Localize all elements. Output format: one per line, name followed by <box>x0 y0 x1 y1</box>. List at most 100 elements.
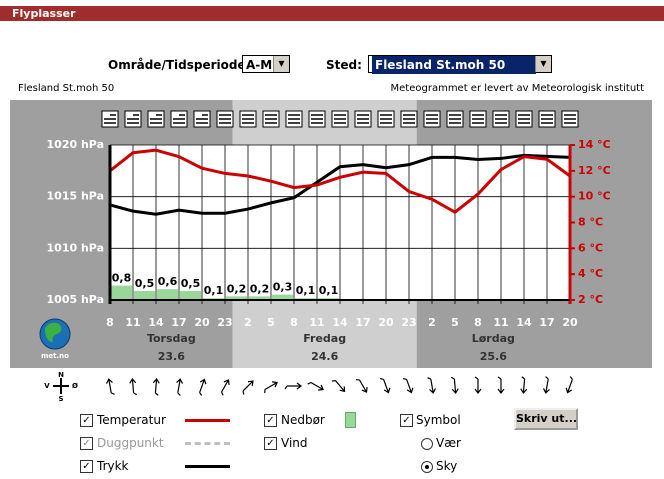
x-tick-label: 14 <box>148 316 164 329</box>
x-tick-label: 20 <box>562 316 578 329</box>
series-line <box>109 148 571 214</box>
compass-s: S <box>58 395 63 403</box>
y2-tick-label: 6 °C <box>578 241 603 254</box>
y2-tick-label: 12 °C <box>578 164 611 177</box>
legend-label: Nedbør <box>281 413 325 427</box>
arrow-shape <box>355 379 368 393</box>
legend-label: Trykk <box>97 459 129 473</box>
checkbox[interactable]: ✓ <box>264 414 277 427</box>
weather-symbol <box>515 110 533 128</box>
area-value: A-M <box>246 58 273 72</box>
x-tick-label: 14 <box>332 316 348 329</box>
checkbox[interactable]: ✓ <box>80 414 93 427</box>
arrow-shape <box>105 378 115 395</box>
compass-e: Ø <box>72 382 78 390</box>
symbol-label: Symbol <box>416 413 461 427</box>
checkbox[interactable]: ✓ <box>264 437 277 450</box>
weather-symbol <box>124 110 142 128</box>
y2-tick-label: 14 °C <box>578 138 611 151</box>
precip-label: 0,1 <box>296 284 316 297</box>
weather-symbol <box>308 110 326 128</box>
weather-symbol <box>469 110 487 128</box>
wind-arrow <box>520 376 528 394</box>
legend-line <box>185 442 230 445</box>
y2-tick-label: 8 °C <box>578 216 603 229</box>
wind-arrow <box>105 378 115 395</box>
precip-bar <box>111 285 132 300</box>
precip-bar <box>134 291 155 300</box>
checkbox[interactable]: ✓ <box>80 437 93 450</box>
dropdown-button: ▼ <box>273 56 289 72</box>
y2-tick-label: 4 °C <box>578 267 603 280</box>
y2-tick-label: 2 °C <box>578 293 603 306</box>
wind-arrow <box>474 376 482 394</box>
print-button[interactable]: Skriv ut... <box>514 408 578 430</box>
x-tick-label: 8 <box>290 316 298 329</box>
x-tick-label: 17 <box>171 316 186 329</box>
weather-symbol <box>262 110 280 128</box>
y-tick-label: 1005 hPa <box>47 293 104 306</box>
precip-bar <box>272 294 293 300</box>
area-select[interactable]: A-M ▼ <box>242 55 290 73</box>
x-tick-label: 11 <box>309 316 324 329</box>
weather-symbol <box>216 110 234 128</box>
wind-arrow <box>355 379 368 393</box>
day-date: 25.6 <box>480 350 507 363</box>
logo-land <box>45 322 62 342</box>
arrow-shape <box>152 378 160 396</box>
precip-bar <box>249 296 270 300</box>
legend-line <box>185 419 230 422</box>
legend-line <box>185 465 230 468</box>
weather-symbol <box>101 110 119 128</box>
arrow-shape <box>474 376 482 394</box>
arrow-shape <box>199 378 207 396</box>
precip-label: 0,3 <box>273 281 293 294</box>
arrow-shape <box>284 382 302 390</box>
place-value: Flesland St.moh 50 <box>372 56 536 74</box>
day-date: 23.6 <box>158 350 185 363</box>
weather-symbol <box>446 110 464 128</box>
wind-arrow <box>565 376 573 394</box>
legend-swatch <box>345 412 356 428</box>
arrow-shape <box>331 380 346 393</box>
x-tick-label: 17 <box>539 316 554 329</box>
wind-arrow <box>497 376 505 394</box>
precip-label: 0,5 <box>135 277 155 290</box>
wind-label: Vind <box>281 436 308 450</box>
wind-arrow <box>129 378 138 396</box>
weather-symbol <box>170 110 188 128</box>
legend-label: Temperatur <box>97 413 166 427</box>
day-name: Torsdag <box>147 332 196 345</box>
compass-w: V <box>44 382 50 390</box>
day-date: 24.6 <box>311 350 338 363</box>
checkbox[interactable]: ✓ <box>80 460 93 473</box>
day-name: Lørdag <box>472 332 515 345</box>
wind-arrow <box>264 381 278 394</box>
wind-arrow <box>220 379 230 396</box>
weather-symbol <box>377 110 395 128</box>
checkbox[interactable]: ✓ <box>400 414 413 427</box>
precip-label: 0,2 <box>250 282 270 295</box>
radio[interactable] <box>421 438 433 450</box>
weather-symbol <box>331 110 349 128</box>
day-name: Fredag <box>303 332 346 345</box>
legend-label: Duggpunkt <box>97 436 164 450</box>
weather-symbol <box>561 110 579 128</box>
weather-symbol <box>239 110 257 128</box>
arrow-shape <box>264 381 278 394</box>
precip-label: 0,8 <box>112 272 132 285</box>
weather-symbol <box>193 110 211 128</box>
sky-label: Sky <box>436 459 458 473</box>
logo-text: met.no <box>41 352 69 360</box>
radio[interactable] <box>421 461 433 473</box>
x-tick-label: 8 <box>474 316 482 329</box>
x-tick-label: 2 <box>428 316 436 329</box>
wind-arrow <box>402 377 414 394</box>
y-tick-label: 1020 hPa <box>47 138 104 151</box>
header-title: Flyplasser <box>0 6 664 21</box>
weather-label: Vær <box>436 436 461 450</box>
weather-symbol <box>492 110 510 128</box>
area-label: Område/Tidsperiode: <box>108 58 251 72</box>
x-tick-label: 8 <box>106 316 114 329</box>
